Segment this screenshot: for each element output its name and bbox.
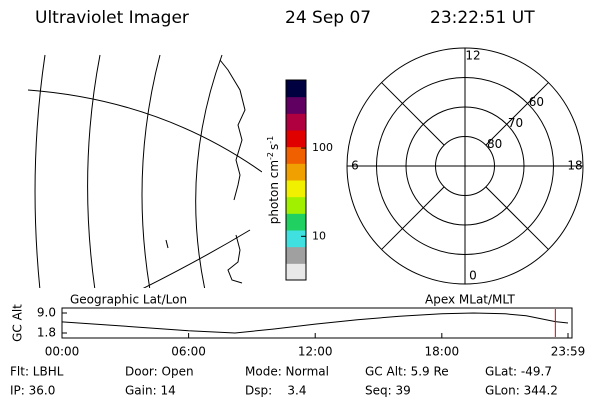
meridian — [195, 54, 223, 288]
color-step — [286, 113, 306, 131]
meridian — [87, 54, 101, 288]
status-field: GC Alt: 5.9 Re — [365, 365, 449, 379]
y-tick-label: 1.8 — [37, 326, 56, 340]
mlt-label: 18 — [567, 159, 582, 173]
status-field: Seq: 39 — [365, 384, 411, 398]
colorbar: 10 100 — [285, 79, 333, 281]
color-step — [286, 196, 306, 214]
parallel — [142, 229, 251, 288]
coastline — [219, 59, 246, 201]
right-label: Apex MLat/MLT — [425, 293, 515, 307]
coastline — [165, 239, 169, 249]
status-field: GLon: 344.2 — [485, 384, 558, 398]
lat-label: 80 — [487, 137, 502, 151]
color-step — [286, 96, 306, 114]
lat-label: 60 — [529, 95, 544, 109]
date: 24 Sep 07 — [285, 8, 371, 28]
meridian — [34, 54, 46, 288]
x-tick-label: 00:00 — [45, 345, 80, 359]
label-exp: -1 — [266, 136, 275, 144]
color-step — [286, 263, 306, 281]
left-label: Geographic Lat/Lon — [70, 293, 187, 307]
status-field: IP: 36.0 — [10, 384, 55, 398]
status-field: Gain: 14 — [125, 384, 176, 398]
altitude-frame — [61, 307, 573, 339]
lat-ring — [376, 77, 554, 255]
colorbar-frame — [285, 79, 307, 281]
parallel — [28, 89, 262, 173]
mlt-label: 0 — [469, 269, 477, 283]
y-title: GC Alt — [11, 304, 25, 342]
colorbar-label: photon cm-2 s-1 — [266, 136, 281, 225]
lat-label: 70 — [508, 116, 523, 130]
time: 23:22:51 UT — [430, 8, 535, 28]
meridian — [141, 54, 161, 288]
color-step — [286, 130, 306, 148]
status-field: GLat: -49.7 — [485, 365, 552, 379]
lat-ring — [405, 106, 525, 226]
color-step — [286, 246, 306, 264]
label-part: photon cm — [267, 160, 281, 224]
x-tick-label: 18:00 — [425, 345, 460, 359]
x-tick-label: 06:00 — [171, 345, 206, 359]
label-part: s — [267, 144, 281, 150]
x-tick-label: 23:59 — [551, 345, 586, 359]
color-step — [286, 213, 306, 231]
colorbar-tick-label: 10 — [312, 229, 326, 242]
status-table: Flt: LBHL Door: Open Mode: Normal GC Alt: 5… — [10, 365, 558, 398]
color-step — [286, 230, 306, 248]
mlt-label: 6 — [351, 159, 359, 173]
status-field: Dsp: 3.4 — [245, 384, 307, 398]
altitude-line — [61, 312, 569, 334]
status-field: Flt: LBHL — [10, 365, 64, 379]
x-tick-label: 12:00 — [298, 345, 333, 359]
lat-ring — [435, 136, 495, 196]
altitude-panel: Geographic Lat/Lon Apex MLat/MLT GC Alt 9.0… — [11, 293, 586, 359]
status-field: Mode: Normal — [245, 365, 329, 379]
polar-spoke — [485, 186, 549, 250]
status-field: Door: Open — [125, 365, 194, 379]
color-step — [286, 146, 306, 164]
color-step — [286, 163, 306, 181]
y-tick-label: 9.0 — [37, 306, 56, 320]
color-step — [286, 80, 306, 98]
coastline — [227, 234, 243, 284]
label-exp: -2 — [266, 152, 275, 160]
polar-spoke — [381, 186, 445, 250]
mlt-label: 12 — [465, 49, 480, 63]
instrument-title: Ultraviolet Imager — [35, 8, 189, 28]
polar-spoke — [485, 82, 549, 146]
polar-spoke — [381, 82, 445, 146]
geographic-map — [28, 54, 262, 288]
color-step — [286, 180, 306, 198]
colorbar-tick-label: 100 — [312, 141, 333, 154]
